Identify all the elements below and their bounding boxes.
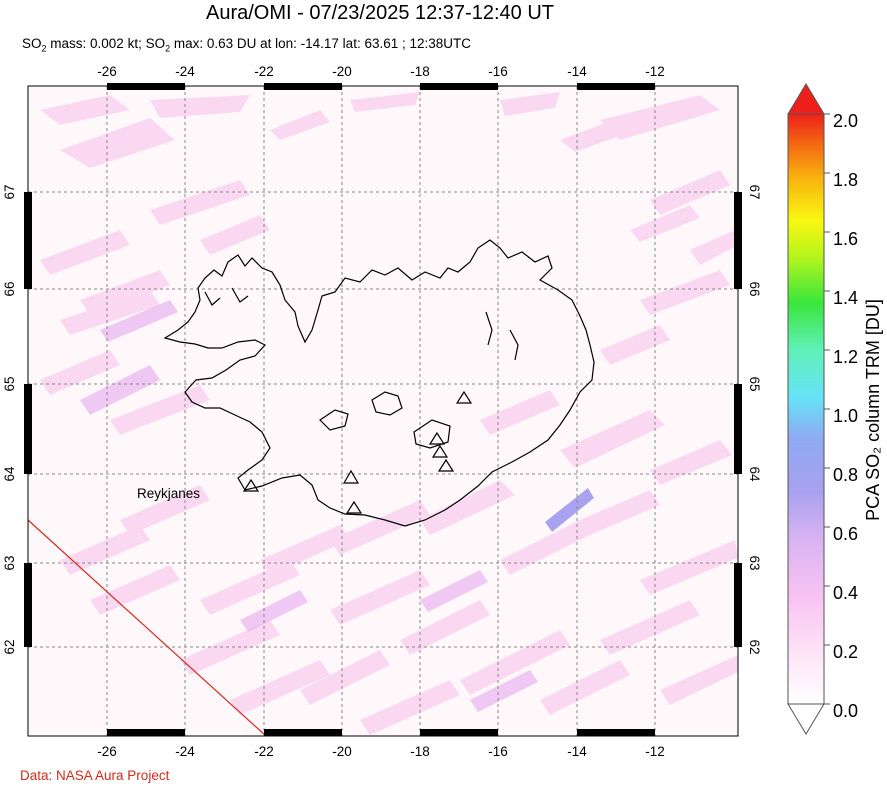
colorbar-tick-label: 0.0 xyxy=(833,701,858,721)
lat-tick-label: 63 xyxy=(747,555,762,570)
lon-tick-label: -12 xyxy=(645,744,665,759)
lat-tick-label: 62 xyxy=(747,639,762,654)
so2-max-patch xyxy=(545,488,594,532)
reykjanes-line xyxy=(27,519,267,737)
lon-tick-label: -12 xyxy=(645,64,665,79)
colorbar-tick-label: 1.0 xyxy=(833,406,858,426)
lon-tick-label: -14 xyxy=(567,64,587,79)
lon-tick-label: -14 xyxy=(567,744,587,759)
colorbar-label: PCA SO₂ column TRM [DU] xyxy=(863,299,883,521)
colorbar-tick-label: 0.2 xyxy=(833,642,858,662)
lat-tick-label: 64 xyxy=(747,466,762,482)
colorbar: 2.0 1.8 1.6 1.4 1.2 1.0 0.8 0.6 0.4 0.2 … xyxy=(787,83,883,735)
colorbar-tick-label: 2.0 xyxy=(833,111,858,131)
volcano-marker-icon xyxy=(242,478,260,492)
lon-tick-label: -16 xyxy=(488,744,508,759)
iceland-coastline xyxy=(163,239,595,527)
volcano-marker-icon xyxy=(431,444,449,458)
lon-tick-label: -26 xyxy=(97,64,117,79)
map-subtitle: SO2 mass: 0.002 kt; SO2 max: 0.63 DU at … xyxy=(22,36,472,54)
lat-tick-label: 63 xyxy=(2,555,17,570)
lat-tick-label: 65 xyxy=(2,376,17,391)
colorbar-max-arrow xyxy=(787,83,825,115)
volcano-marker-icon xyxy=(345,500,363,514)
lon-tick-label: -18 xyxy=(410,64,430,79)
lat-tick-label: 67 xyxy=(2,184,17,199)
lon-tick-label: -22 xyxy=(254,64,274,79)
lon-tick-label: -20 xyxy=(332,64,352,79)
frame-scale-bars xyxy=(24,83,742,736)
lat-labels-right: 67 66 65 64 63 62 xyxy=(747,184,762,654)
lon-labels-top: -26 -24 -22 -20 -18 -16 -14 -12 xyxy=(97,64,665,79)
lat-labels-left: 67 66 65 64 63 62 xyxy=(2,184,17,654)
lon-tick-label: -26 xyxy=(97,744,117,759)
lat-tick-label: 65 xyxy=(747,376,762,391)
so2-swath xyxy=(28,86,738,736)
colorbar-tick-label: 0.8 xyxy=(833,465,858,485)
colorbar-min-arrow xyxy=(787,703,825,735)
place-label-reykjanes: Reykjanes xyxy=(137,486,200,501)
data-credit: Data: NASA Aura Project xyxy=(20,768,170,783)
volcano-marker-icon xyxy=(428,431,446,445)
volcano-marker-icon xyxy=(342,469,360,484)
lon-tick-label: -16 xyxy=(488,64,508,79)
colorbar-tick-label: 0.6 xyxy=(833,524,858,544)
colorbar-tick-label: 1.2 xyxy=(833,347,858,367)
lat-tick-label: 64 xyxy=(2,466,17,482)
volcano-marker-icon xyxy=(437,458,455,472)
lon-tick-label: -24 xyxy=(175,744,195,759)
graticule xyxy=(28,86,738,736)
colorbar-tick-label: 1.4 xyxy=(833,288,858,308)
lon-tick-label: -24 xyxy=(175,64,195,79)
lat-tick-label: 62 xyxy=(2,639,17,654)
volcano-marker-icon xyxy=(455,390,473,404)
lon-tick-label: -20 xyxy=(332,744,352,759)
lat-tick-label: 66 xyxy=(747,281,762,296)
lat-tick-label: 67 xyxy=(747,184,762,199)
map-title: Aura/OMI - 07/23/2025 12:37-12:40 UT xyxy=(206,2,554,24)
colorbar-scale xyxy=(787,113,825,705)
colorbar-tick-label: 0.4 xyxy=(833,583,858,603)
lon-labels-bottom: -26 -24 -22 -20 -18 -16 -14 -12 xyxy=(97,744,665,759)
lon-tick-label: -18 xyxy=(410,744,430,759)
lon-tick-label: -22 xyxy=(254,744,274,759)
volcano-markers xyxy=(242,390,473,514)
colorbar-tick-label: 1.8 xyxy=(833,170,858,190)
lat-tick-label: 66 xyxy=(2,281,17,296)
colorbar-tick-label: 1.6 xyxy=(833,229,858,249)
